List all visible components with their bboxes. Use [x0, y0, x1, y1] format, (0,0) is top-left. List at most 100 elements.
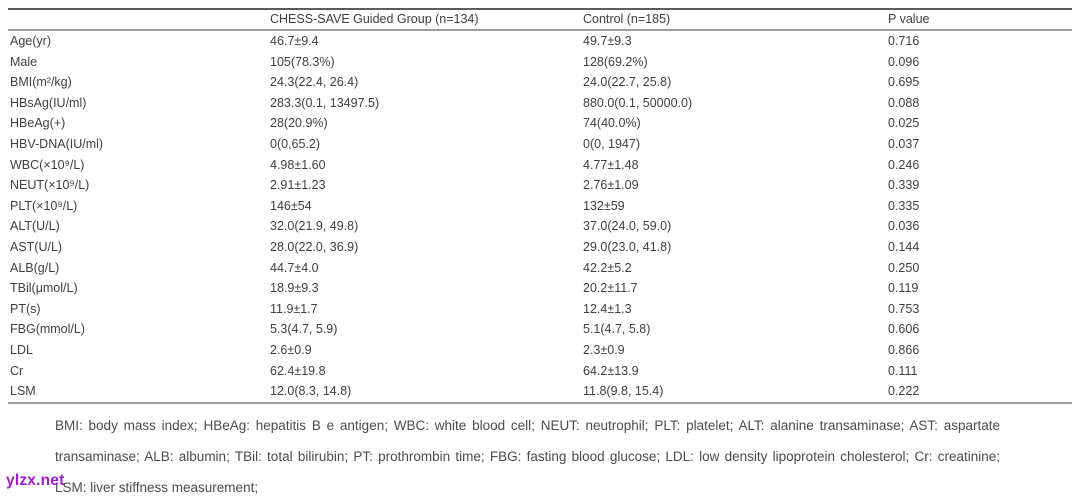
- cell-chess-value: 5.3(4.7, 5.9): [270, 322, 338, 337]
- row-label: HBeAg(+): [10, 116, 66, 131]
- cell-p-value: 0.753: [888, 301, 920, 316]
- table-row: LDL 2.6±0.9 2.3±0.9 0.866: [8, 340, 1072, 361]
- table-row: FBG(mmol/L) 5.3(4.7, 5.9) 5.1(4.7, 5.8) …: [8, 319, 1072, 340]
- cell-control-value: 37.0(24.0, 59.0): [583, 219, 672, 234]
- cell-p-value: 0.866: [888, 342, 920, 357]
- cell-chess-value: 28.0(22.0, 36.9): [270, 239, 359, 254]
- header-p-value: P value: [888, 9, 1072, 31]
- row-label: LSM: [10, 384, 36, 399]
- cell-chess-value: 0(0,65.2): [270, 136, 321, 151]
- footnote-line-3: LSM: liver stiffness measurement;: [55, 480, 259, 495]
- row-label: HBsAg(IU/ml): [10, 95, 87, 110]
- row-label: BMI(m²/kg): [10, 75, 72, 90]
- cell-p-value: 0.250: [888, 260, 920, 275]
- table-row: PT(s) 11.9±1.7 12.4±1.3 0.753: [8, 299, 1072, 320]
- cell-control-value: 12.4±1.3: [583, 301, 632, 316]
- table-row: NEUT(×10⁹/L) 2.91±1.23 2.76±1.09 0.339: [8, 175, 1072, 196]
- cell-chess-value: 24.3(22.4, 26.4): [270, 75, 359, 90]
- cell-control-value: 49.7±9.3: [583, 34, 632, 48]
- row-label: WBC(×10⁹/L): [10, 157, 85, 172]
- header-chess-group: CHESS-SAVE Guided Group (n=134): [270, 9, 583, 31]
- cell-chess-value: 146±54: [270, 198, 312, 213]
- cell-p-value: 0.096: [888, 54, 920, 69]
- cell-chess-value: 44.7±4.0: [270, 260, 319, 275]
- cell-p-value: 0.025: [888, 116, 920, 131]
- cell-control-value: 11.8(9.8, 15.4): [583, 384, 664, 399]
- cell-chess-value: 28(20.9%): [270, 116, 328, 131]
- cell-p-value: 0.606: [888, 322, 920, 337]
- row-label: Male: [10, 54, 38, 69]
- header-parameter-column: [8, 9, 270, 31]
- table-row: HBeAg(+) 28(20.9%) 74(40.0%) 0.025: [8, 113, 1072, 134]
- cell-control-value: 880.0(0.1, 50000.0): [583, 95, 693, 110]
- table-row: Age(yr) 46.7±9.4 49.7±9.3 0.716: [8, 30, 1072, 52]
- cell-chess-value: 2.91±1.23: [270, 178, 326, 193]
- cell-control-value: 24.0(22.7, 25.8): [583, 75, 672, 90]
- row-label: Cr: [10, 363, 24, 378]
- table-row: Male 105(78.3%) 128(69.2%) 0.096: [8, 52, 1072, 73]
- cell-control-value: 2.3±0.9: [583, 342, 625, 357]
- cell-chess-value: 283.3(0.1, 13497.5): [270, 95, 380, 110]
- cell-chess-value: 12.0(8.3, 14.8): [270, 384, 352, 399]
- table-row: LSM 12.0(8.3, 14.8) 11.8(9.8, 15.4) 0.22…: [8, 381, 1072, 403]
- footnote: BMI: body mass index; HBeAg: hepatitis B…: [55, 410, 1000, 500]
- row-label: AST(U/L): [10, 239, 63, 254]
- cell-p-value: 0.335: [888, 198, 920, 213]
- table-body: Age(yr) 46.7±9.4 49.7±9.3 0.716 Male 105…: [8, 30, 1072, 403]
- footnote-line-2: transaminase; ALB: albumin; TBil: total …: [55, 449, 1000, 464]
- table-row: TBil(μmol/L) 18.9±9.3 20.2±11.7 0.119: [8, 278, 1072, 299]
- cell-chess-value: 18.9±9.3: [270, 281, 319, 296]
- table-row: WBC(×10⁹/L) 4.98±1.60 4.77±1.48 0.246: [8, 155, 1072, 176]
- cell-control-value: 20.2±11.7: [583, 281, 638, 296]
- row-label: HBV-DNA(IU/ml): [10, 136, 104, 151]
- cell-p-value: 0.695: [888, 75, 920, 90]
- cell-chess-value: 46.7±9.4: [270, 34, 319, 48]
- cell-chess-value: 105(78.3%): [270, 54, 335, 69]
- table-row: Cr 62.4±19.8 64.2±13.9 0.111: [8, 361, 1072, 382]
- cell-control-value: 2.76±1.09: [583, 178, 639, 193]
- cell-p-value: 0.339: [888, 178, 920, 193]
- cell-chess-value: 2.6±0.9: [270, 342, 312, 357]
- cell-chess-value: 62.4±19.8: [270, 363, 326, 378]
- row-label: FBG(mmol/L): [10, 322, 85, 337]
- table-row: BMI(m²/kg) 24.3(22.4, 26.4) 24.0(22.7, 2…: [8, 72, 1072, 93]
- cell-control-value: 5.1(4.7, 5.8): [583, 322, 651, 337]
- cell-chess-value: 32.0(21.9, 49.8): [270, 219, 359, 234]
- cell-control-value: 42.2±5.2: [583, 260, 632, 275]
- cell-chess-value: 4.98±1.60: [270, 157, 326, 172]
- cell-control-value: 0(0, 1947): [583, 136, 640, 151]
- cell-p-value: 0.036: [888, 219, 920, 234]
- cell-p-value: 0.716: [888, 34, 920, 48]
- footnote-line-1: BMI: body mass index; HBeAg: hepatitis B…: [55, 418, 1000, 433]
- table-header-row: CHESS-SAVE Guided Group (n=134) Control …: [8, 9, 1072, 31]
- cell-p-value: 0.088: [888, 95, 920, 110]
- cell-control-value: 4.77±1.48: [583, 157, 639, 172]
- cell-p-value: 0.246: [888, 157, 920, 172]
- cell-control-value: 132±59: [583, 198, 625, 213]
- table-row: AST(U/L) 28.0(22.0, 36.9) 29.0(23.0, 41.…: [8, 237, 1072, 258]
- table-row: ALB(g/L) 44.7±4.0 42.2±5.2 0.250: [8, 258, 1072, 279]
- table-row: HBsAg(IU/ml) 283.3(0.1, 13497.5) 880.0(0…: [8, 93, 1072, 114]
- table-row: ALT(U/L) 32.0(21.9, 49.8) 37.0(24.0, 59.…: [8, 216, 1072, 237]
- cell-p-value: 0.222: [888, 384, 920, 399]
- row-label: LDL: [10, 342, 33, 357]
- watermark-ylzx: ylzx.net: [6, 472, 65, 489]
- row-label: ALB(g/L): [10, 260, 60, 275]
- row-label: Age(yr): [10, 34, 51, 48]
- header-control-group: Control (n=185): [583, 9, 888, 31]
- cell-p-value: 0.111: [888, 363, 918, 378]
- baseline-characteristics-table: CHESS-SAVE Guided Group (n=134) Control …: [8, 8, 1072, 404]
- row-label: PT(s): [10, 301, 41, 316]
- row-label: PLT(×10⁹/L): [10, 198, 78, 213]
- row-label: NEUT(×10⁹/L): [10, 178, 90, 193]
- cell-control-value: 128(69.2%): [583, 54, 648, 69]
- cell-control-value: 29.0(23.0, 41.8): [583, 239, 672, 254]
- cell-p-value: 0.144: [888, 239, 920, 254]
- table-row: HBV-DNA(IU/ml) 0(0,65.2) 0(0, 1947) 0.03…: [8, 134, 1072, 155]
- cell-chess-value: 11.9±1.7: [270, 301, 318, 316]
- cell-p-value: 0.119: [888, 281, 919, 296]
- table-row: PLT(×10⁹/L) 146±54 132±59 0.335: [8, 196, 1072, 217]
- cell-control-value: 74(40.0%): [583, 116, 641, 131]
- row-label: ALT(U/L): [10, 219, 60, 234]
